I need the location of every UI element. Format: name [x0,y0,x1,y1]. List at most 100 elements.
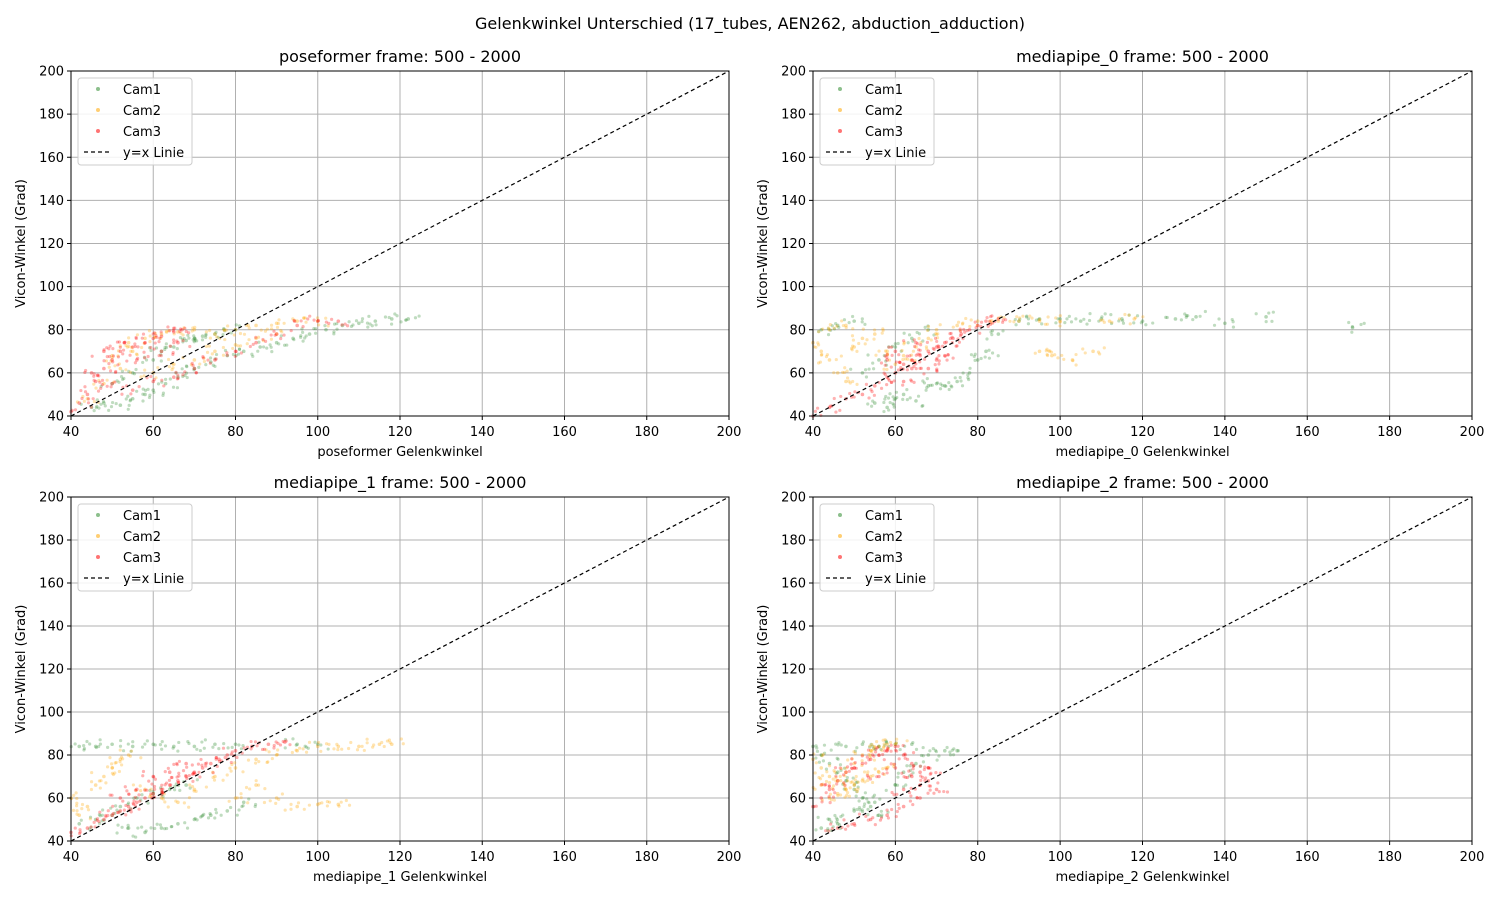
scatter-point-cam3 [95,373,99,378]
scatter-point-cam1 [89,825,93,829]
scatter-point-cam3 [278,743,283,747]
scatter-point-cam3 [879,816,884,820]
scatter-point-cam2 [832,371,836,375]
scatter-point-cam3 [111,354,116,358]
x-tick-label: 120 [1130,425,1155,440]
scatter-point-cam2 [372,743,376,747]
scatter-point-cam1 [855,780,859,784]
scatter-point-cam3 [260,747,265,752]
scatter-point-cam1 [176,822,180,826]
scatter-point-cam3 [116,363,120,367]
scatter-point-cam3 [160,790,164,794]
scatter-point-cam1 [1231,325,1236,329]
scatter-point-cam1 [79,402,83,406]
scatter-point-cam1 [97,821,102,825]
scatter-point-cam1 [79,818,83,822]
scatter-point-cam1 [815,746,819,750]
scatter-point-cam2 [851,338,855,342]
scatter-point-cam2 [198,362,202,366]
scatter-point-cam3 [211,771,215,775]
scatter-point-cam3 [167,329,172,333]
scatter-point-cam3 [893,349,898,354]
scatter-point-cam3 [171,351,175,355]
scatter-point-cam2 [852,761,856,766]
scatter-point-cam2 [263,329,268,333]
scatter-point-cam1 [960,384,965,388]
scatter-point-cam1 [829,820,833,824]
scatter-point-cam2 [118,757,123,762]
scatter-point-cam2 [189,363,194,367]
scatter-point-cam1 [1164,315,1168,319]
scatter-point-cam1 [1184,314,1189,318]
scatter-point-cam2 [853,788,857,792]
scatter-point-cam2 [254,336,258,341]
scatter-point-cam3 [160,378,164,382]
scatter-point-cam3 [168,344,172,348]
scatter-point-cam3 [181,373,185,377]
scatter-point-cam1 [82,744,86,748]
subplot-1: 40 60 80 100 120 140 160 180 2004060801001201401… [14,47,741,460]
scatter-point-cam3 [860,761,865,766]
scatter-point-cam1 [914,761,918,766]
scatter-point-cam2 [245,342,249,346]
scatter-point-cam3 [877,774,881,779]
scatter-point-cam1 [118,744,123,748]
scatter-point-cam3 [130,388,135,392]
scatter-point-cam2 [1070,358,1075,362]
legend-label: Cam1 [865,509,903,524]
scatter-point-cam1 [283,737,288,742]
scatter-point-cam3 [875,775,879,779]
scatter-point-cam2 [1049,350,1054,354]
scatter-point-cam1 [185,375,189,380]
scatter-point-cam1 [948,750,952,754]
scatter-point-cam1 [87,827,92,831]
scatter-point-cam1 [905,398,909,402]
scatter-point-cam1 [103,404,107,408]
scatter-point-cam2 [163,800,167,804]
scatter-point-cam3 [827,785,831,789]
scatter-point-cam1 [860,371,865,375]
scatter-point-cam2 [855,349,859,353]
scatter-point-cam2 [869,748,873,752]
scatter-point-cam3 [185,776,189,781]
scatter-point-cam3 [89,371,94,375]
scatter-point-cam3 [912,380,916,384]
scatter-point-cam3 [847,769,851,773]
scatter-point-cam2 [289,802,293,806]
scatter-point-cam3 [225,353,229,357]
scatter-point-cam2 [880,331,884,335]
scatter-point-cam1 [858,808,862,812]
scatter-point-cam2 [828,792,832,796]
scatter-point-cam2 [1132,317,1137,321]
scatter-point-cam1 [383,315,388,319]
scatter-point-cam1 [1074,317,1078,321]
x-tick-label: 60 [887,425,904,440]
scatter-point-cam2 [820,774,825,778]
legend-box [819,503,935,592]
scatter-point-cam3 [819,413,823,418]
scatter-point-cam3 [824,783,828,787]
scatter-point-cam2 [291,317,295,321]
scatter-point-cam3 [295,323,299,328]
scatter-point-cam3 [164,781,169,785]
scatter-point-cam2 [1074,363,1078,367]
scatter-point-cam3 [273,333,277,337]
scatter-point-cam2 [871,747,875,752]
scatter-point-cam3 [895,809,899,814]
scatter-point-cam2 [302,316,306,320]
y-tick-label: 100 [39,280,64,295]
scatter-point-cam3 [100,383,105,387]
scatter-point-cam3 [948,336,953,341]
scatter-point-cam1 [256,349,260,353]
scatter-point-cam3 [261,337,265,342]
scatter-point-cam3 [1004,318,1008,322]
scatter-point-cam1 [134,367,138,372]
scatter-point-cam1 [1165,315,1169,320]
scatter-point-cam2 [1062,357,1066,362]
scatter-point-cam2 [1053,353,1057,357]
scatter-point-cam3 [145,788,149,792]
legend-label: Cam1 [865,83,903,98]
scatter-point-cam2 [315,319,320,323]
